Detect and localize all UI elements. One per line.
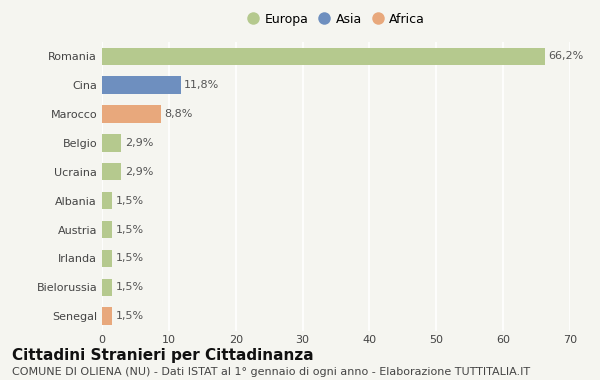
Text: 2,9%: 2,9% bbox=[125, 167, 153, 177]
Bar bbox=[102, 307, 112, 325]
Bar bbox=[102, 192, 112, 209]
Bar bbox=[102, 105, 161, 123]
Bar bbox=[102, 134, 121, 152]
Legend: Europa, Asia, Africa: Europa, Asia, Africa bbox=[243, 9, 429, 30]
Bar bbox=[102, 76, 181, 94]
Text: 66,2%: 66,2% bbox=[548, 51, 583, 61]
Text: 2,9%: 2,9% bbox=[125, 138, 153, 148]
Bar bbox=[102, 221, 112, 238]
Text: 1,5%: 1,5% bbox=[115, 225, 143, 234]
Bar bbox=[102, 250, 112, 267]
Text: 1,5%: 1,5% bbox=[115, 311, 143, 321]
Text: COMUNE DI OLIENA (NU) - Dati ISTAT al 1° gennaio di ogni anno - Elaborazione TUT: COMUNE DI OLIENA (NU) - Dati ISTAT al 1°… bbox=[12, 367, 530, 377]
Text: 1,5%: 1,5% bbox=[115, 282, 143, 292]
Bar bbox=[102, 48, 545, 65]
Text: 1,5%: 1,5% bbox=[115, 253, 143, 263]
Bar bbox=[102, 163, 121, 180]
Text: Cittadini Stranieri per Cittadinanza: Cittadini Stranieri per Cittadinanza bbox=[12, 348, 314, 363]
Text: 8,8%: 8,8% bbox=[164, 109, 193, 119]
Bar bbox=[102, 279, 112, 296]
Text: 1,5%: 1,5% bbox=[115, 196, 143, 206]
Text: 11,8%: 11,8% bbox=[184, 80, 220, 90]
